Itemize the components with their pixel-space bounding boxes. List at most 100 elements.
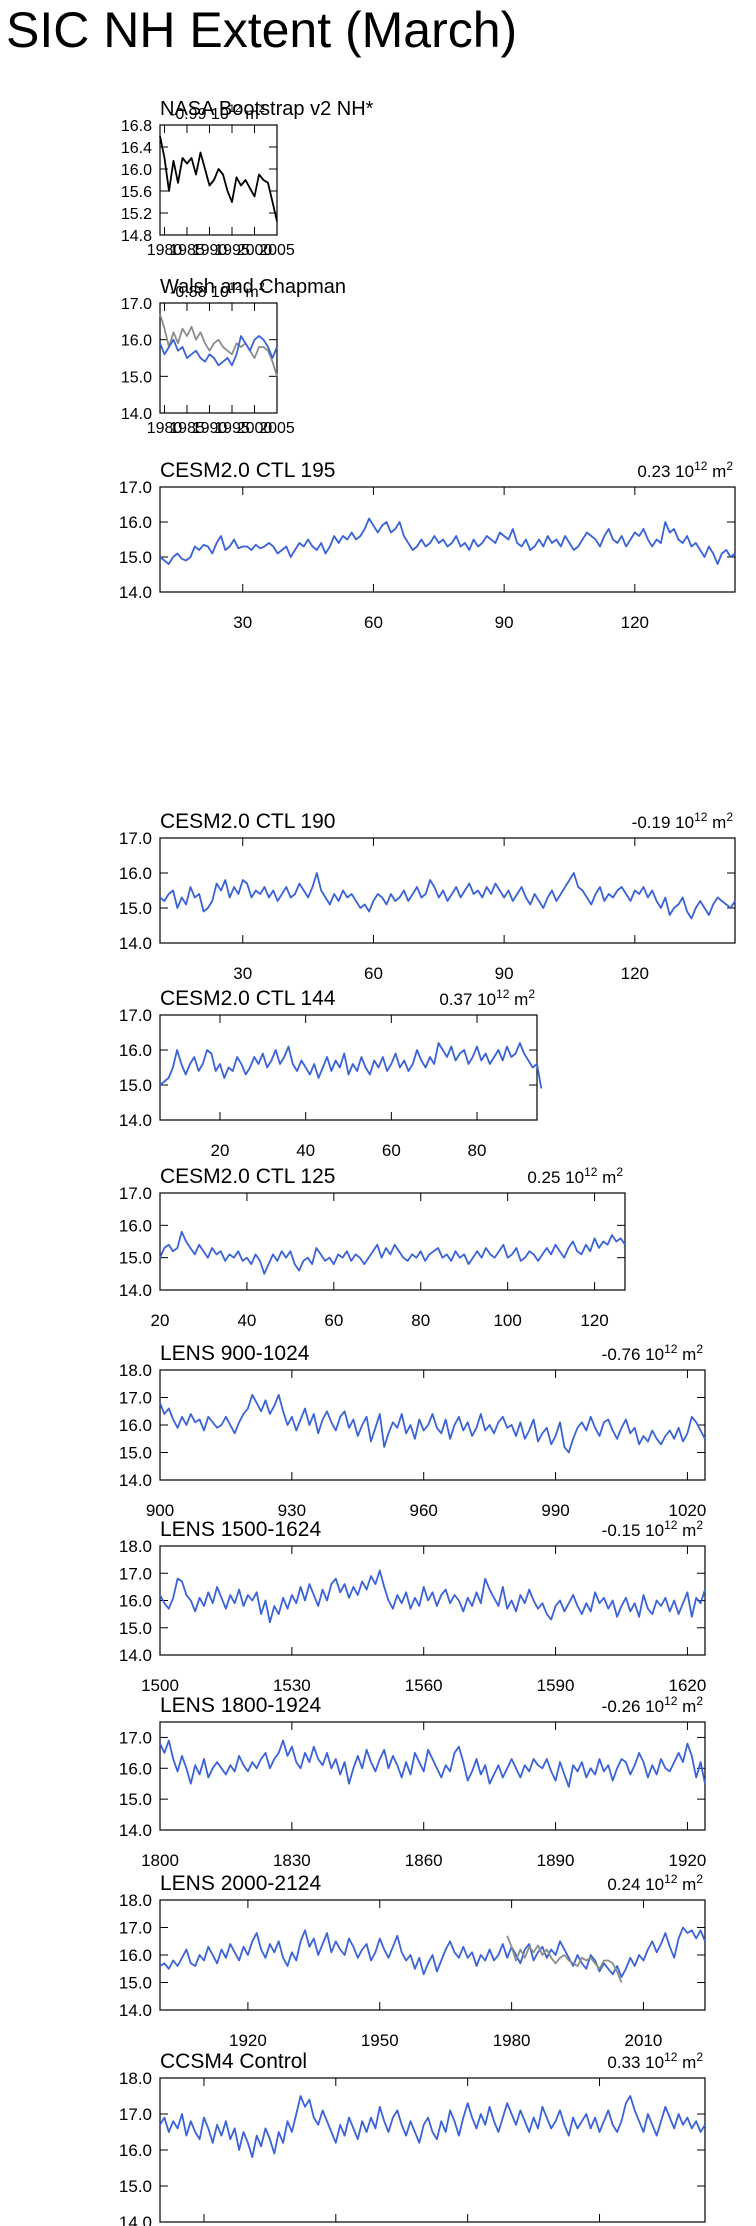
series-line — [159, 1926, 706, 1978]
x-tick-label: 120 — [621, 613, 649, 632]
x-tick-label: 20 — [151, 1311, 170, 1330]
series-line — [159, 335, 278, 367]
chart-title: LENS 900-1024 — [160, 1342, 310, 1365]
y-tick-label: 15.0 — [119, 1444, 152, 1463]
y-tick-label: 14.0 — [119, 1821, 152, 1840]
x-tick-label: 1920 — [669, 1851, 707, 1870]
x-tick-label: 2000 — [237, 420, 273, 437]
y-tick-label: 14.0 — [119, 2213, 152, 2226]
x-tick-label: 2005 — [259, 242, 295, 259]
x-tick-label: 1980 — [147, 420, 183, 437]
x-tick-label: 60 — [382, 1141, 401, 1160]
x-tick-label: 1990 — [192, 242, 228, 259]
plot-frame — [159, 1014, 538, 1121]
x-tick-label: 1830 — [273, 1851, 311, 1870]
plot-frame — [159, 2077, 706, 2223]
trend-label: 0.24 1012 m2 — [607, 1872, 703, 1894]
x-tick-label: 1800 — [141, 1851, 179, 1870]
x-tick-label: 930 — [278, 1501, 306, 1520]
trend-label: -0.88 1012 m2 — [170, 281, 265, 301]
y-tick-label: 15.0 — [119, 2177, 152, 2196]
chart-panel: LENS 2000-2124 0.24 1012 m2 18.0 17.0 16.0 15… — [119, 1872, 706, 2050]
y-tick-label: 15.0 — [119, 1974, 152, 1993]
series-line — [159, 1569, 706, 1624]
chart-title: Walsh and Chapman — [160, 276, 346, 298]
y-tick-label: 16.0 — [119, 1592, 152, 1611]
plot-frame — [159, 837, 736, 944]
y-tick-label: 17.0 — [121, 296, 152, 313]
chart-title: NASA Bootstrap v2 NH* — [160, 98, 374, 120]
series-line — [159, 2095, 706, 2159]
x-tick-label: 960 — [410, 1501, 438, 1520]
y-tick-label: 18.0 — [119, 2069, 152, 2088]
x-tick-label: 2010 — [625, 2031, 663, 2050]
series-line — [159, 517, 736, 565]
y-tick-label: 16.0 — [119, 1041, 152, 1060]
y-tick-label: 15.0 — [119, 1076, 152, 1095]
x-tick-label: 1620 — [669, 1676, 707, 1695]
chart-panel: LENS 900-1024 -0.76 1012 m2 18.0 17.0 16.0 15… — [119, 1342, 706, 1520]
y-tick-label: 17.0 — [119, 1389, 152, 1408]
chart-panel: CESM2.0 CTL 190 -0.19 1012 m2 17.0 16.0 15.0… — [119, 810, 736, 983]
x-tick-label: 120 — [580, 1311, 608, 1330]
x-tick-label: 100 — [493, 1311, 521, 1330]
y-tick-label: 14.0 — [119, 1111, 152, 1130]
y-tick-label: 16.8 — [121, 118, 152, 135]
x-tick-label: 1980 — [147, 242, 183, 259]
x-tick-label: 40 — [296, 1141, 315, 1160]
series-line — [159, 1230, 626, 1275]
trend-label: -0.76 1012 m2 — [602, 1342, 704, 1364]
y-tick-label: 17.0 — [119, 1564, 152, 1583]
x-tick-label: 1990 — [192, 420, 228, 437]
x-tick-label: 2005 — [259, 420, 295, 437]
y-tick-label: 14.0 — [121, 406, 152, 423]
x-tick-label: 1950 — [361, 2031, 399, 2050]
trend-label: -0.15 1012 m2 — [602, 1518, 704, 1540]
y-tick-label: 14.0 — [119, 583, 152, 602]
y-tick-label: 17.0 — [119, 2105, 152, 2124]
x-tick-label: 120 — [621, 964, 649, 983]
y-tick-label: 17.0 — [119, 478, 152, 497]
y-tick-label: 16.0 — [121, 333, 152, 350]
trend-label: -0.26 1012 m2 — [602, 1694, 704, 1716]
chart-panel: NASA Bootstrap v2 NH*-0.99 1012 m2 16.8 16… — [121, 98, 374, 259]
y-tick-label: 16.0 — [119, 2141, 152, 2160]
y-tick-label: 17.0 — [119, 1919, 152, 1938]
plot-frame — [159, 1192, 626, 1291]
y-tick-label: 16.4 — [121, 140, 152, 157]
x-tick-label: 1995 — [214, 242, 250, 259]
y-tick-label: 17.0 — [119, 829, 152, 848]
chart-panel: CESM2.0 CTL 125 0.25 1012 m2 17.0 16.0 15.0 1… — [119, 1165, 626, 1330]
y-tick-label: 16.0 — [119, 1416, 152, 1435]
y-tick-label: 18.0 — [119, 1891, 152, 1910]
y-tick-label: 14.0 — [119, 1646, 152, 1665]
trend-label: -0.19 1012 m2 — [632, 810, 734, 832]
trend-label: 0.33 1012 m2 — [607, 2050, 703, 2072]
series-line — [159, 313, 278, 377]
chart-panel: CCSM4 Control 0.33 1012 m2 18.0 17.0 16.0 15.… — [119, 2050, 706, 2226]
series-line — [159, 1042, 543, 1089]
series-line — [506, 1935, 623, 1983]
series-line — [159, 135, 278, 222]
trend-label: 0.23 1012 m2 — [637, 459, 733, 481]
y-tick-label: 18.0 — [119, 1537, 152, 1556]
series-line — [159, 872, 736, 920]
x-tick-label: 80 — [411, 1311, 430, 1330]
y-tick-label: 15.0 — [119, 548, 152, 567]
page-title: SIC NH Extent (March) — [6, 2, 518, 58]
y-tick-label: 15.2 — [121, 206, 152, 223]
x-tick-label: 1500 — [141, 1676, 179, 1695]
y-tick-label: 16.0 — [119, 513, 152, 532]
x-tick-label: 60 — [324, 1311, 343, 1330]
y-tick-label: 16.0 — [119, 1216, 152, 1235]
x-tick-label: 30 — [233, 964, 252, 983]
series-line — [159, 1393, 706, 1454]
y-tick-label: 16.0 — [119, 1759, 152, 1778]
chart-title: CCSM4 Control — [160, 2050, 307, 2073]
chart-title: CESM2.0 CTL 190 — [160, 810, 335, 833]
y-tick-label: 14.0 — [119, 934, 152, 953]
chart-title: CESM2.0 CTL 195 — [160, 459, 335, 482]
x-tick-label: 1860 — [405, 1851, 443, 1870]
y-tick-label: 15.0 — [119, 899, 152, 918]
chart-title: CESM2.0 CTL 144 — [160, 987, 336, 1010]
